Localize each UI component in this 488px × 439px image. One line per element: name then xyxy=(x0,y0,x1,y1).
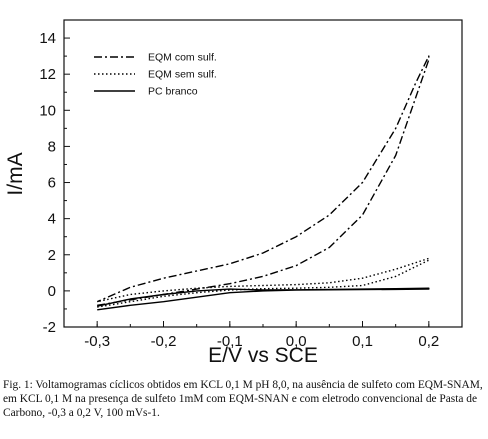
series-line xyxy=(97,257,430,308)
legend-label: EQM sem sulf. xyxy=(148,69,217,81)
y-tick-label: -2 xyxy=(43,319,56,336)
y-tick-label: 6 xyxy=(48,175,56,192)
y-tick-label: 8 xyxy=(48,138,56,155)
x-tick-label: 0,1 xyxy=(352,333,373,350)
axis-ticks: -0,3 -0,2 -0,1 0,0 0,1 0,2 -2 0 2 4 6 8 10 12 14 xyxy=(39,30,463,350)
voltammogram-chart: -0,3 -0,2 -0,1 0,0 0,1 0,2 -2 0 2 4 6 8 10 12 14 EQM c… xyxy=(4,19,463,367)
x-tick-label: -0,2 xyxy=(151,333,177,350)
plot-frame xyxy=(63,19,463,328)
x-tick-label: 0,0 xyxy=(286,333,307,350)
y-tick-label: 14 xyxy=(39,30,56,47)
legend-label: PC branco xyxy=(148,86,198,98)
series-line xyxy=(96,55,430,306)
y-tick-label: 10 xyxy=(39,102,56,119)
legend: EQM com sulf. EQM sem sulf. PC branco xyxy=(94,52,217,98)
y-tick-label: 12 xyxy=(39,66,56,83)
x-axis-title: E/V vs SCE xyxy=(208,344,318,367)
y-tick-label: 0 xyxy=(48,283,56,300)
x-tick-label: -0,3 xyxy=(84,333,110,350)
series-line xyxy=(97,287,430,311)
figure-caption: Fig. 1: Voltamogramas cíclicos obtidos e… xyxy=(3,379,483,419)
legend-label: EQM com sulf. xyxy=(148,52,217,64)
y-tick-label: 4 xyxy=(48,211,56,228)
x-tick-label: 0,2 xyxy=(418,333,439,350)
y-axis-title: I/mA xyxy=(4,152,27,195)
x-tick-label: -0,1 xyxy=(217,333,243,350)
series-layer xyxy=(96,55,430,311)
y-tick-label: 2 xyxy=(48,247,56,264)
